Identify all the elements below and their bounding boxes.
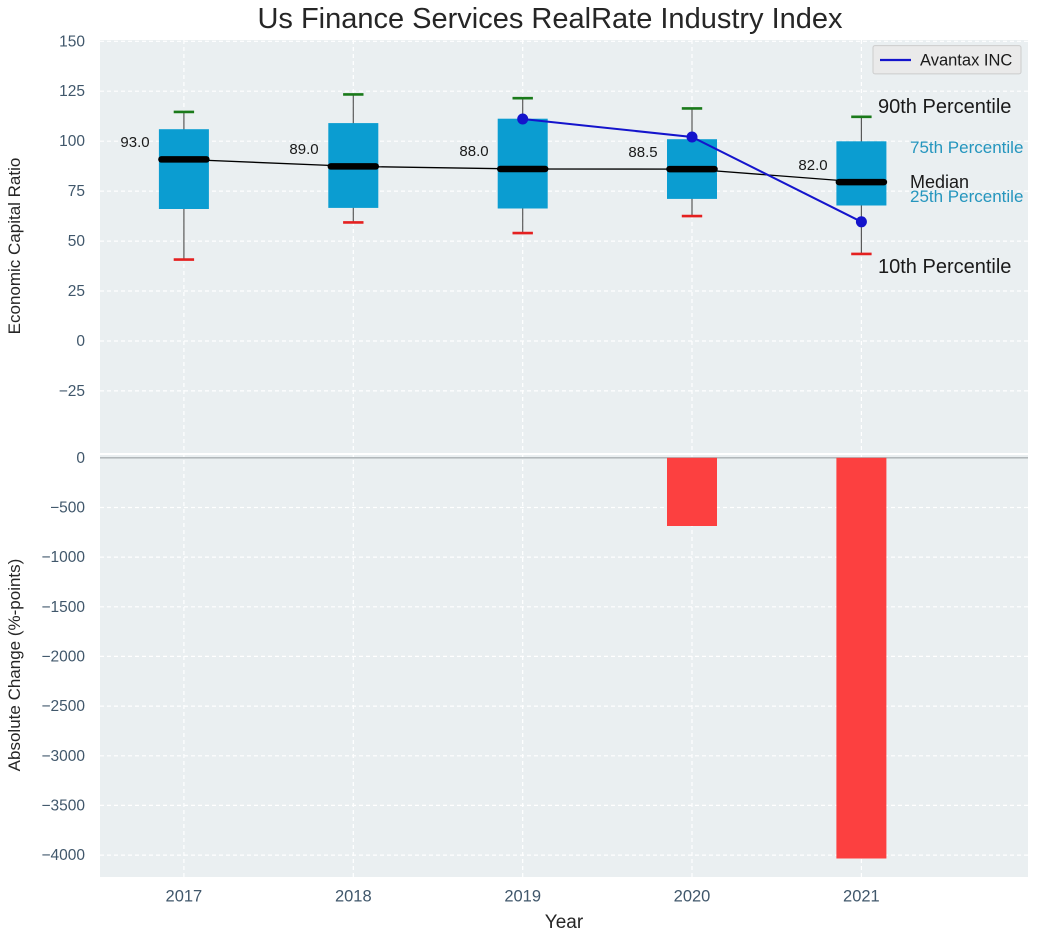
svg-text:2017: 2017 <box>166 888 203 906</box>
svg-text:90th Percentile: 90th Percentile <box>878 96 1011 118</box>
svg-text:2020: 2020 <box>674 888 711 906</box>
svg-text:150: 150 <box>59 33 85 50</box>
svg-text:89.0: 89.0 <box>289 141 318 158</box>
svg-text:−1000: −1000 <box>41 549 85 566</box>
svg-text:Absolute Change (%-points): Absolute Change (%-points) <box>5 559 24 772</box>
svg-text:−1500: −1500 <box>41 599 85 616</box>
svg-text:88.0: 88.0 <box>459 143 488 160</box>
svg-text:25th Percentile: 25th Percentile <box>910 187 1023 206</box>
svg-text:25: 25 <box>68 283 85 300</box>
svg-text:50: 50 <box>68 233 86 250</box>
svg-text:−2000: −2000 <box>41 648 85 665</box>
svg-text:2018: 2018 <box>335 888 372 906</box>
svg-text:75: 75 <box>68 183 85 200</box>
svg-text:82.0: 82.0 <box>798 157 827 174</box>
svg-text:−25: −25 <box>59 383 85 400</box>
svg-text:2021: 2021 <box>843 888 880 906</box>
svg-text:2019: 2019 <box>504 888 541 906</box>
svg-text:−500: −500 <box>50 500 85 517</box>
svg-text:−4000: −4000 <box>41 847 85 864</box>
svg-text:−3500: −3500 <box>41 797 85 814</box>
svg-text:−3000: −3000 <box>41 748 85 765</box>
svg-text:−2500: −2500 <box>41 698 85 715</box>
svg-text:Avantax INC: Avantax INC <box>920 52 1012 70</box>
svg-text:10th Percentile: 10th Percentile <box>878 256 1011 278</box>
svg-text:88.5: 88.5 <box>628 144 657 161</box>
svg-text:93.0: 93.0 <box>120 134 149 151</box>
svg-text:Year: Year <box>545 912 584 933</box>
svg-text:0: 0 <box>76 450 85 467</box>
svg-text:0: 0 <box>76 333 85 350</box>
svg-text:100: 100 <box>59 133 85 150</box>
svg-text:75th Percentile: 75th Percentile <box>910 138 1023 157</box>
svg-text:Us Finance Services RealRate I: Us Finance Services RealRate Industry In… <box>257 3 843 35</box>
svg-text:125: 125 <box>59 83 85 100</box>
svg-text:Economic Capital Ratio: Economic Capital Ratio <box>5 158 24 335</box>
